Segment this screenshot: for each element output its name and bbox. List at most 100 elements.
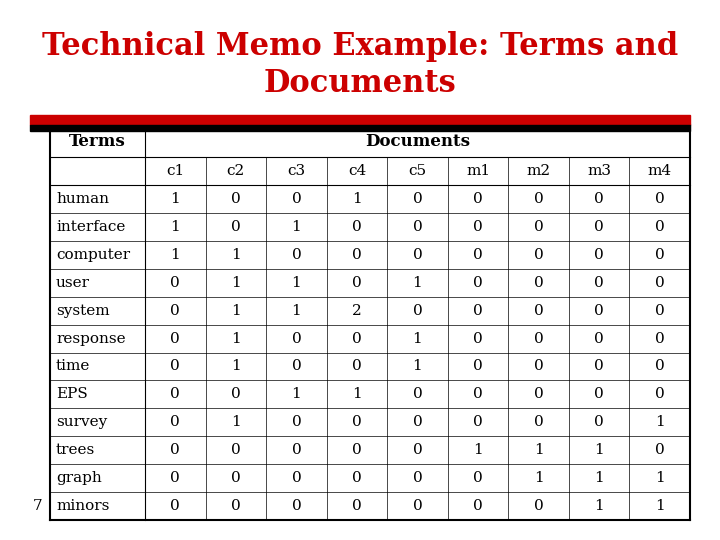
Text: 0: 0 xyxy=(231,443,240,457)
Text: 0: 0 xyxy=(594,387,604,401)
Text: c5: c5 xyxy=(408,164,426,178)
Text: m2: m2 xyxy=(526,164,551,178)
Text: 1: 1 xyxy=(231,276,240,289)
Text: 0: 0 xyxy=(473,415,483,429)
Text: 0: 0 xyxy=(231,387,240,401)
Text: 1: 1 xyxy=(413,360,423,374)
Text: 0: 0 xyxy=(473,332,483,346)
Text: 0: 0 xyxy=(352,499,362,513)
Text: 0: 0 xyxy=(534,248,544,262)
Text: graph: graph xyxy=(56,471,102,485)
Text: 0: 0 xyxy=(534,415,544,429)
Text: 0: 0 xyxy=(171,332,180,346)
Text: 1: 1 xyxy=(231,332,240,346)
Text: 0: 0 xyxy=(413,192,423,206)
Text: 0: 0 xyxy=(292,499,301,513)
Text: Documents: Documents xyxy=(365,132,470,150)
Text: 1: 1 xyxy=(594,443,604,457)
Text: 0: 0 xyxy=(534,332,544,346)
Text: m1: m1 xyxy=(466,164,490,178)
Text: interface: interface xyxy=(56,220,125,234)
Text: user: user xyxy=(56,276,90,289)
Text: 0: 0 xyxy=(352,248,362,262)
Text: 0: 0 xyxy=(655,220,665,234)
Text: 1: 1 xyxy=(231,248,240,262)
Text: human: human xyxy=(56,192,109,206)
Text: 1: 1 xyxy=(655,415,665,429)
Text: 0: 0 xyxy=(413,471,423,485)
Text: 1: 1 xyxy=(413,332,423,346)
Text: 0: 0 xyxy=(534,303,544,318)
Text: 0: 0 xyxy=(352,415,362,429)
Text: 0: 0 xyxy=(171,499,180,513)
Text: Technical Memo Example: Terms and: Technical Memo Example: Terms and xyxy=(42,31,678,63)
Text: 0: 0 xyxy=(413,443,423,457)
Text: 1: 1 xyxy=(473,443,483,457)
Text: 0: 0 xyxy=(171,276,180,289)
Text: 0: 0 xyxy=(534,387,544,401)
Text: 0: 0 xyxy=(655,248,665,262)
Text: 0: 0 xyxy=(292,415,301,429)
Text: 0: 0 xyxy=(594,248,604,262)
Text: 0: 0 xyxy=(473,276,483,289)
Text: 0: 0 xyxy=(352,220,362,234)
Text: 1: 1 xyxy=(594,471,604,485)
Text: Documents: Documents xyxy=(264,69,456,99)
Text: 1: 1 xyxy=(231,360,240,374)
Text: 0: 0 xyxy=(655,443,665,457)
Text: 1: 1 xyxy=(352,387,362,401)
Text: 0: 0 xyxy=(413,248,423,262)
Text: 1: 1 xyxy=(534,471,544,485)
Text: 0: 0 xyxy=(413,220,423,234)
Text: 0: 0 xyxy=(413,499,423,513)
Text: 0: 0 xyxy=(413,415,423,429)
Text: EPS: EPS xyxy=(56,387,88,401)
Text: 0: 0 xyxy=(231,220,240,234)
Text: 0: 0 xyxy=(352,360,362,374)
Text: 0: 0 xyxy=(473,192,483,206)
Text: 1: 1 xyxy=(171,220,180,234)
Text: 0: 0 xyxy=(655,303,665,318)
Text: 1: 1 xyxy=(594,499,604,513)
Text: survey: survey xyxy=(56,415,107,429)
Text: 0: 0 xyxy=(534,220,544,234)
Text: 0: 0 xyxy=(594,192,604,206)
Text: 1: 1 xyxy=(292,303,301,318)
Text: c3: c3 xyxy=(287,164,305,178)
Text: computer: computer xyxy=(56,248,130,262)
Text: 0: 0 xyxy=(594,360,604,374)
Text: 0: 0 xyxy=(292,248,301,262)
Text: 0: 0 xyxy=(292,332,301,346)
Text: 0: 0 xyxy=(292,192,301,206)
Text: 0: 0 xyxy=(473,499,483,513)
Text: 0: 0 xyxy=(594,332,604,346)
Text: time: time xyxy=(56,360,91,374)
Text: c4: c4 xyxy=(348,164,366,178)
Text: 1: 1 xyxy=(171,192,180,206)
Text: 0: 0 xyxy=(171,471,180,485)
Text: 0: 0 xyxy=(352,332,362,346)
Text: 0: 0 xyxy=(534,276,544,289)
Text: 0: 0 xyxy=(231,192,240,206)
Text: 0: 0 xyxy=(292,471,301,485)
Text: 1: 1 xyxy=(231,415,240,429)
Text: 0: 0 xyxy=(594,276,604,289)
Text: 0: 0 xyxy=(352,276,362,289)
Text: 0: 0 xyxy=(655,360,665,374)
Text: 1: 1 xyxy=(292,220,301,234)
Text: 1: 1 xyxy=(171,248,180,262)
Text: 0: 0 xyxy=(594,220,604,234)
Text: trees: trees xyxy=(56,443,95,457)
Text: 0: 0 xyxy=(655,332,665,346)
Text: c2: c2 xyxy=(227,164,245,178)
Text: 0: 0 xyxy=(534,360,544,374)
Text: 0: 0 xyxy=(594,415,604,429)
Text: 0: 0 xyxy=(473,220,483,234)
Text: 0: 0 xyxy=(473,471,483,485)
Text: 0: 0 xyxy=(292,443,301,457)
Text: 0: 0 xyxy=(171,415,180,429)
Text: 1: 1 xyxy=(352,192,362,206)
Text: 0: 0 xyxy=(171,443,180,457)
Text: response: response xyxy=(56,332,125,346)
Text: 0: 0 xyxy=(473,360,483,374)
